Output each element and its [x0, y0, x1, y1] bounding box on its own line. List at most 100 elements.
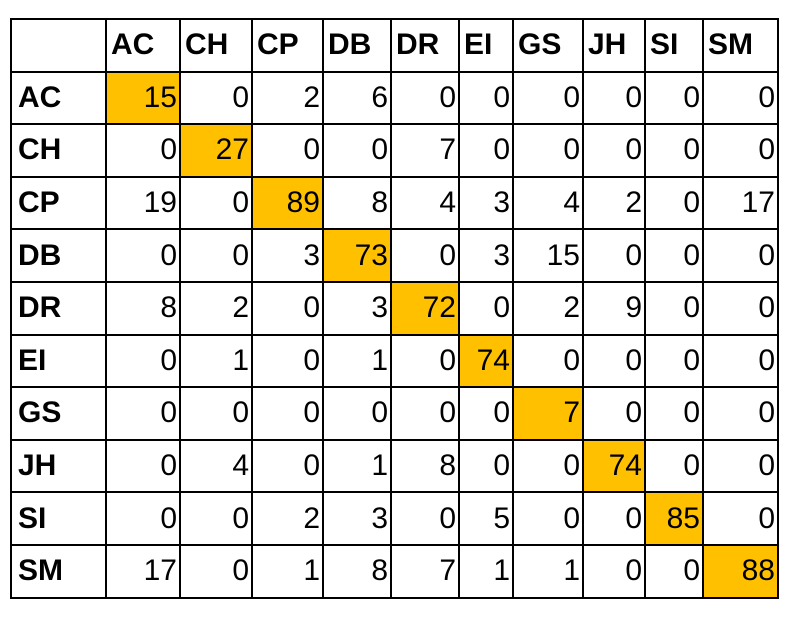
matrix-cell: 5	[458, 491, 514, 546]
matrix-cell: 8	[105, 280, 181, 336]
matrix-cell: 0	[512, 438, 584, 494]
matrix-cell: 0	[582, 386, 646, 441]
matrix-row: AC 15 0 2 6 0 0 0 0 0 0	[10, 70, 779, 126]
matrix-cell: 0	[644, 543, 704, 599]
matrix-cell: 7	[390, 123, 460, 178]
row-header: SI	[10, 491, 107, 546]
row-header: JH	[10, 438, 107, 494]
matrix-cell: 4	[179, 438, 253, 494]
matrix-cell: 0	[582, 491, 646, 546]
matrix-cell: 0	[582, 543, 646, 599]
matrix-cell: 1	[458, 543, 514, 599]
matrix-cell: 0	[512, 70, 584, 126]
matrix-cell: 0	[105, 438, 181, 494]
matrix-row: SM 17 0 1 8 7 1 1 0 0 88	[10, 543, 779, 599]
column-header: CP	[251, 18, 324, 73]
matrix-cell: 0	[390, 386, 460, 441]
matrix-cell: 8	[322, 175, 392, 231]
matrix-cell: 0	[251, 280, 324, 336]
diagonal-cell: 73	[322, 228, 392, 283]
column-header: AC	[105, 18, 181, 73]
confusion-matrix-table: AC CH CP DB DR EI GS JH SI SM AC 15 0 2 6 0 0 0 0 0 0 CH 0 27 0 0…	[10, 18, 779, 599]
column-header: SM	[702, 18, 779, 73]
matrix-cell: 0	[702, 438, 779, 494]
header-row: AC CH CP DB DR EI GS JH SI SM	[10, 18, 779, 73]
matrix-cell: 0	[644, 438, 704, 494]
matrix-cell: 4	[390, 175, 460, 231]
matrix-cell: 0	[644, 333, 704, 389]
matrix-cell: 19	[105, 175, 181, 231]
matrix-cell: 0	[702, 491, 779, 546]
matrix-cell: 4	[512, 175, 584, 231]
matrix-cell: 0	[251, 386, 324, 441]
diagonal-cell: 88	[702, 543, 779, 599]
matrix-cell: 7	[390, 543, 460, 599]
matrix-cell: 0	[105, 123, 181, 178]
matrix-cell: 0	[179, 386, 253, 441]
column-header: EI	[458, 18, 514, 73]
matrix-cell: 2	[251, 491, 324, 546]
matrix-cell: 0	[702, 228, 779, 283]
matrix-cell: 0	[105, 491, 181, 546]
row-header: EI	[10, 333, 107, 389]
diagonal-cell: 89	[251, 175, 324, 231]
matrix-cell: 0	[644, 123, 704, 178]
row-header: AC	[10, 70, 107, 126]
matrix-cell: 3	[322, 280, 392, 336]
matrix-row: JH 0 4 0 1 8 0 0 74 0 0	[10, 438, 779, 494]
diagonal-cell: 72	[390, 280, 460, 336]
diagonal-cell: 7	[512, 386, 584, 441]
diagonal-cell: 85	[644, 491, 704, 546]
matrix-cell: 1	[179, 333, 253, 389]
matrix-cell: 0	[702, 333, 779, 389]
row-header: CH	[10, 123, 107, 178]
column-header: SI	[644, 18, 704, 73]
matrix-cell: 2	[179, 280, 253, 336]
matrix-cell: 0	[702, 280, 779, 336]
matrix-cell: 0	[644, 175, 704, 231]
row-header: DR	[10, 280, 107, 336]
matrix-cell: 0	[582, 333, 646, 389]
matrix-cell: 9	[582, 280, 646, 336]
matrix-cell: 0	[390, 333, 460, 389]
matrix-cell: 15	[512, 228, 584, 283]
row-header: DB	[10, 228, 107, 283]
matrix-cell: 0	[179, 175, 253, 231]
matrix-cell: 3	[458, 175, 514, 231]
matrix-cell: 0	[251, 438, 324, 494]
matrix-cell: 0	[582, 123, 646, 178]
matrix-cell: 0	[582, 228, 646, 283]
column-header: DB	[322, 18, 392, 73]
row-header: CP	[10, 175, 107, 231]
matrix-cell: 0	[702, 123, 779, 178]
matrix-cell: 2	[512, 280, 584, 336]
matrix-row: CH 0 27 0 0 7 0 0 0 0 0	[10, 123, 779, 178]
matrix-cell: 0	[458, 438, 514, 494]
matrix-cell: 0	[390, 70, 460, 126]
matrix-cell: 0	[179, 70, 253, 126]
matrix-cell: 8	[390, 438, 460, 494]
column-header: GS	[512, 18, 584, 73]
matrix-cell: 3	[458, 228, 514, 283]
matrix-cell: 0	[105, 386, 181, 441]
matrix-cell: 0	[458, 280, 514, 336]
matrix-cell: 3	[251, 228, 324, 283]
matrix-cell: 17	[105, 543, 181, 599]
matrix-cell: 0	[251, 123, 324, 178]
matrix-cell: 0	[644, 386, 704, 441]
matrix-cell: 0	[702, 386, 779, 441]
matrix-cell: 1	[322, 438, 392, 494]
matrix-cell: 1	[322, 333, 392, 389]
matrix-row: GS 0 0 0 0 0 0 7 0 0 0	[10, 386, 779, 441]
corner-cell	[10, 18, 107, 73]
matrix-cell: 2	[582, 175, 646, 231]
column-header: CH	[179, 18, 253, 73]
matrix-cell: 0	[458, 123, 514, 178]
matrix-cell: 0	[179, 491, 253, 546]
matrix-row: DR 8 2 0 3 72 0 2 9 0 0	[10, 280, 779, 336]
matrix-cell: 0	[105, 333, 181, 389]
diagonal-cell: 74	[582, 438, 646, 494]
matrix-cell: 0	[179, 543, 253, 599]
matrix-row: DB 0 0 3 73 0 3 15 0 0 0	[10, 228, 779, 283]
matrix-cell: 1	[251, 543, 324, 599]
